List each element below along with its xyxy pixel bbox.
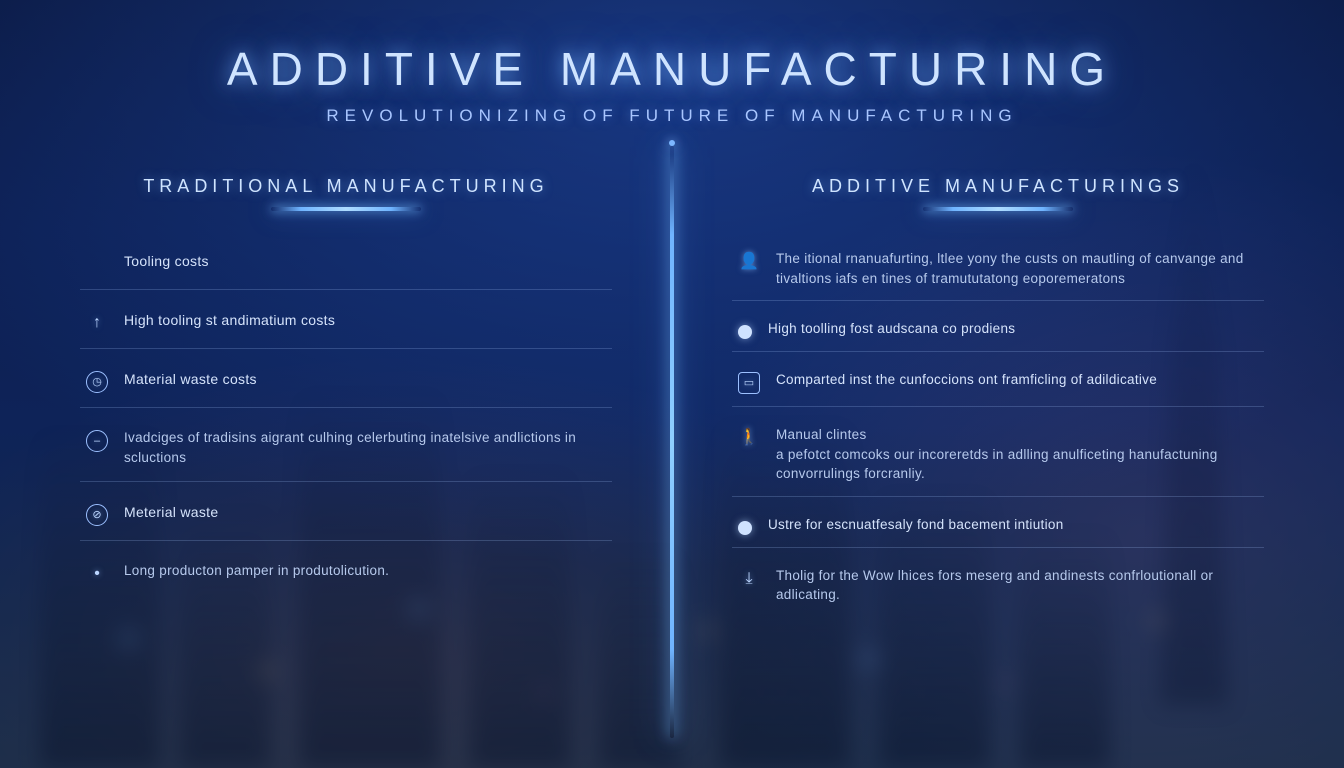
list-item: ⊘ Meterial waste xyxy=(80,490,612,541)
item-text: Tholig for the Wow lhices fors meserg an… xyxy=(776,566,1258,605)
item-text: Ustre for escnuatfesaly fond bacement in… xyxy=(768,515,1258,535)
underline-glow xyxy=(271,207,421,211)
list-item: ◷ Material waste costs xyxy=(80,357,612,408)
list-item: ↑ High tooling st andimatium costs xyxy=(80,298,612,349)
item-text: High toolling fost audscana co prodiens xyxy=(768,319,1258,339)
item-text: Ivadciges of tradisins aigrant culhing c… xyxy=(124,428,606,467)
item-list: Tooling costs ↑ High tooling st andimati… xyxy=(80,239,612,599)
arrow-up-icon: ↑ xyxy=(86,312,108,334)
list-item: – Ivadciges of tradisins aigrant culhing… xyxy=(80,416,612,482)
dot-icon: • xyxy=(86,563,108,585)
item-text: Comparted inst the cunfoccions ont framf… xyxy=(776,370,1258,390)
item-text: The itional rnanuafurting, ltlee yony th… xyxy=(776,249,1258,288)
cancel-icon: ⊘ xyxy=(86,504,108,526)
item-text: Manual clintes a pefotct comcoks our inc… xyxy=(776,425,1258,484)
item-text: Long producton pamper in produtolicution… xyxy=(124,561,606,581)
item-text: Meterial waste xyxy=(124,502,606,522)
item-text: Tooling costs xyxy=(124,251,606,271)
list-item: 🚶 Manual clintes a pefotct comcoks our i… xyxy=(732,415,1264,497)
column-header: TRADITIONAL MANUFACTURING xyxy=(80,176,612,211)
list-item: Tooling costs xyxy=(80,239,612,290)
center-divider-glow xyxy=(670,146,674,738)
underline-glow xyxy=(923,207,1073,211)
main-title: ADDITIVE MANUFACTURING xyxy=(80,42,1264,96)
slide: ADDITIVE MANUFACTURING REVOLUTIONIZING O… xyxy=(0,0,1344,768)
list-item: Ustre for escnuatfesaly fond bacement in… xyxy=(732,505,1264,548)
clock-icon: ◷ xyxy=(86,371,108,393)
header: ADDITIVE MANUFACTURING REVOLUTIONIZING O… xyxy=(80,42,1264,146)
circle-fill-icon xyxy=(738,521,752,535)
column-header: ADDITIVE MANUFACTURINGS xyxy=(732,176,1264,211)
column-title: TRADITIONAL MANUFACTURING xyxy=(80,176,612,197)
subtitle: REVOLUTIONIZING OF FUTURE OF MANUFACTURI… xyxy=(80,106,1264,126)
person-icon: 🚶 xyxy=(738,427,760,449)
list-item: • Long producton pamper in produtolicuti… xyxy=(80,549,612,599)
item-text: Material waste costs xyxy=(124,369,606,389)
blank-icon xyxy=(86,253,108,275)
comparison-columns: TRADITIONAL MANUFACTURING Tooling costs … xyxy=(80,176,1264,728)
circle-fill-icon xyxy=(738,325,752,339)
column-additive: ADDITIVE MANUFACTURINGS 👤 The itional rn… xyxy=(732,176,1264,728)
download-icon: ⤓ xyxy=(738,568,760,590)
minus-circle-icon: – xyxy=(86,430,108,452)
list-item: ▭ Comparted inst the cunfoccions ont fra… xyxy=(732,360,1264,407)
column-title: ADDITIVE MANUFACTURINGS xyxy=(732,176,1264,197)
list-item: 👤 The itional rnanuafurting, ltlee yony … xyxy=(732,239,1264,301)
list-item: ⤓ Tholig for the Wow lhices fors meserg … xyxy=(732,556,1264,617)
item-text: High tooling st andimatium costs xyxy=(124,310,606,330)
column-traditional: TRADITIONAL MANUFACTURING Tooling costs … xyxy=(80,176,612,728)
person-badge-icon: 👤 xyxy=(738,251,760,273)
list-item: High toolling fost audscana co prodiens xyxy=(732,309,1264,352)
item-list: 👤 The itional rnanuafurting, ltlee yony … xyxy=(732,239,1264,617)
briefcase-icon: ▭ xyxy=(738,372,760,394)
